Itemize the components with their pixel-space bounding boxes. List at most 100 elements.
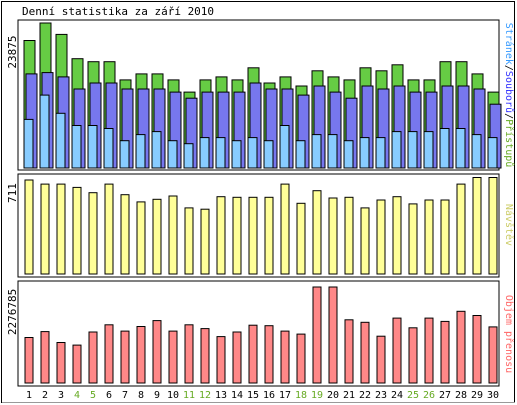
transfer-bar-day-22 xyxy=(360,321,370,384)
pages-bar-day-1 xyxy=(23,118,34,169)
x-tick-label-day-26: 26 xyxy=(423,390,435,401)
transfer-bar-day-28 xyxy=(456,310,466,384)
visits-bar-day-14 xyxy=(232,196,242,275)
x-tick-label-day-2: 2 xyxy=(42,390,48,401)
x-tick-label-day-16: 16 xyxy=(263,390,275,401)
transfer-bar-day-5 xyxy=(88,331,98,384)
x-tick-label-day-22: 22 xyxy=(359,390,371,401)
transfer-bar-day-4 xyxy=(72,344,82,384)
visits-bar-day-3 xyxy=(56,183,66,275)
pages-bar-day-5 xyxy=(87,125,98,169)
visits-bar-day-22 xyxy=(360,207,370,275)
hits-legend-sep1: / xyxy=(503,65,514,71)
visits-bar-day-8 xyxy=(136,201,146,275)
pages-bar-day-30 xyxy=(487,137,498,169)
x-tick-label-day-27: 27 xyxy=(439,390,451,401)
x-tick-label-day-1: 1 xyxy=(26,390,32,401)
transfer-bar-day-16 xyxy=(264,325,274,384)
pages-bar-day-7 xyxy=(119,140,130,169)
visits-bar-day-26 xyxy=(424,199,434,275)
pages-bar-day-27 xyxy=(439,128,450,169)
pages-bar-day-15 xyxy=(247,137,258,169)
x-tick-label-day-15: 15 xyxy=(247,390,259,401)
transfer-bar-day-6 xyxy=(104,324,114,384)
pages-bar-day-12 xyxy=(199,137,210,169)
transfer-legend: Objem přenosu xyxy=(503,295,515,373)
visits-bar-day-19 xyxy=(312,190,322,275)
visits-bar-day-23 xyxy=(376,199,386,275)
visits-bar-day-1 xyxy=(24,179,34,275)
transfer-bar-day-24 xyxy=(392,317,402,384)
transfer-bar-day-2 xyxy=(40,331,50,384)
x-tick-label-day-6: 6 xyxy=(106,390,112,401)
hits-legend-accesses: Přístupů xyxy=(503,119,515,167)
outer-frame-shadow-bottom xyxy=(2,402,515,403)
pages-bar-day-11 xyxy=(183,143,194,169)
transfer-bar-day-13 xyxy=(216,336,226,384)
pages-bar-day-23 xyxy=(375,137,386,169)
pages-bar-day-28 xyxy=(455,128,466,169)
transfer-bar-day-25 xyxy=(408,327,418,384)
x-axis-labels: 1 2 3 4 5 6 7 8 9 10 11 12 13 14 15 16 17 18 19 20 21 22 23 24 2… xyxy=(26,390,499,401)
visits-bar-day-6 xyxy=(104,183,114,275)
visits-bar-day-24 xyxy=(392,196,402,275)
x-tick-label-day-24: 24 xyxy=(391,390,403,401)
x-tick-label-day-3: 3 xyxy=(58,390,64,401)
pages-bar-day-4 xyxy=(71,125,82,169)
visits-bar-day-15 xyxy=(248,196,258,275)
transfer-bar-day-20 xyxy=(328,286,338,384)
pages-bar-day-19 xyxy=(311,134,322,169)
transfer-bar-day-29 xyxy=(472,315,482,384)
visits-bar-day-30 xyxy=(488,177,498,275)
pages-bar-day-25 xyxy=(407,131,418,169)
visits-bar-day-27 xyxy=(440,199,450,275)
transfer-bar-day-14 xyxy=(232,331,242,384)
transfer-bar-day-26 xyxy=(424,317,434,384)
x-tick-label-day-25: 25 xyxy=(407,390,419,401)
x-tick-label-day-19: 19 xyxy=(311,390,323,401)
x-tick-label-day-4: 4 xyxy=(74,390,80,401)
visits-plot-frame xyxy=(17,173,500,278)
hits-legend-files: Souborů xyxy=(503,71,515,113)
pages-bar-day-24 xyxy=(391,131,402,169)
hits-ymax-label: 23875 xyxy=(6,35,19,68)
transfer-bar-day-15 xyxy=(248,324,258,384)
x-tick-label-day-5: 5 xyxy=(90,390,96,401)
x-tick-label-day-8: 8 xyxy=(138,390,144,401)
pages-bar-day-17 xyxy=(279,125,290,169)
visits-bar-day-2 xyxy=(40,183,50,275)
pages-bar-day-26 xyxy=(423,131,434,169)
pages-bar-day-22 xyxy=(359,137,370,169)
hits-legend-sep2: / xyxy=(503,113,514,119)
visits-bar-day-11 xyxy=(184,207,194,275)
visits-bar-day-10 xyxy=(168,195,178,275)
transfer-bar-day-8 xyxy=(136,326,146,384)
transfer-bar-day-18 xyxy=(296,333,306,384)
transfer-plot-frame xyxy=(17,280,500,387)
x-tick-label-day-17: 17 xyxy=(279,390,291,401)
visits-bar-day-7 xyxy=(120,194,130,275)
visits-panel: 711 Návštěv xyxy=(6,173,515,278)
pages-bar-day-8 xyxy=(135,134,146,169)
x-tick-label-day-7: 7 xyxy=(122,390,128,401)
x-tick-label-day-11: 11 xyxy=(183,390,195,401)
visits-bar-day-21 xyxy=(344,196,354,275)
transfer-bar-day-19 xyxy=(312,286,322,384)
visits-bar-day-4 xyxy=(72,186,82,275)
pages-bar-day-13 xyxy=(215,137,226,169)
transfer-bar-day-27 xyxy=(440,320,450,384)
transfer-bar-day-11 xyxy=(184,324,194,384)
transfer-bar-day-12 xyxy=(200,328,210,384)
visits-bar-day-16 xyxy=(264,196,274,275)
pages-bar-day-10 xyxy=(167,140,178,169)
x-tick-label-day-20: 20 xyxy=(327,390,339,401)
transfer-bar-day-9 xyxy=(152,320,162,384)
transfer-bar-day-7 xyxy=(120,330,130,384)
x-tick-label-day-29: 29 xyxy=(471,390,483,401)
chart-title: Denní statistika za září 2010 xyxy=(22,5,214,18)
x-tick-label-day-18: 18 xyxy=(295,390,307,401)
visits-bar-day-9 xyxy=(152,198,162,275)
visits-bar-day-5 xyxy=(88,192,98,275)
pages-bar-day-18 xyxy=(295,140,306,169)
visits-bar-day-25 xyxy=(408,203,418,275)
